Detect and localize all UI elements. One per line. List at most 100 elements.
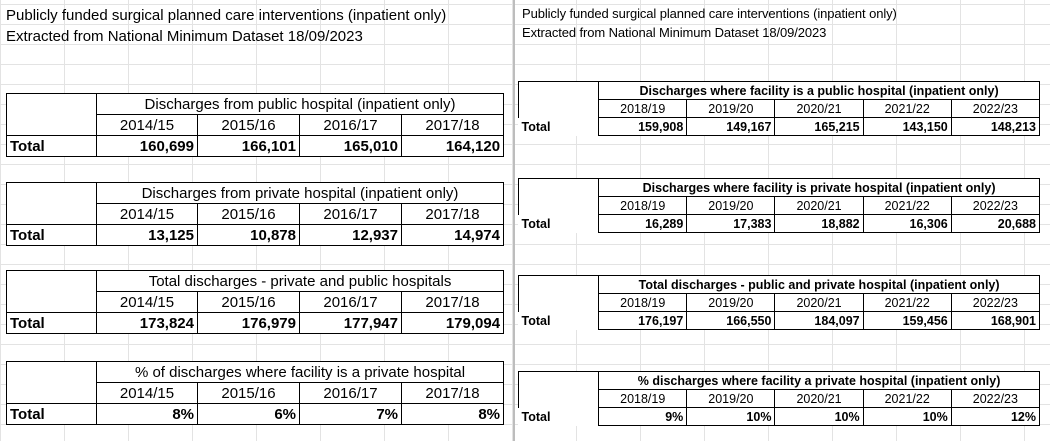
row-label-total: Total <box>6 312 97 334</box>
table-title: Discharges from public hospital (inpatie… <box>95 93 505 115</box>
year-header: 2015/16 <box>197 382 300 404</box>
year-header: 2017/18 <box>400 291 505 313</box>
value-cell: 18,882 <box>774 214 864 233</box>
value-cell: 159,456 <box>862 311 952 330</box>
year-header: 2014/15 <box>96 291 198 313</box>
year-header: 2018/19 <box>598 389 687 408</box>
table-title: Total discharges - public and private ho… <box>598 275 1040 294</box>
year-header: 2020/21 <box>774 196 864 215</box>
row-label-total: Total <box>521 409 551 424</box>
year-header: 2019/20 <box>686 99 775 118</box>
row-label-total: Total <box>521 216 551 231</box>
year-header: 2022/23 <box>950 293 1041 312</box>
value-cell: 176,197 <box>598 311 687 330</box>
value-cell: 160,699 <box>96 135 198 157</box>
row-label-total: Total <box>521 119 551 134</box>
value-cell: 8% <box>400 403 505 425</box>
year-header: 2016/17 <box>299 114 402 136</box>
value-cell: 9% <box>598 407 687 426</box>
corner-cell <box>6 361 97 383</box>
value-cell: 159,908 <box>598 117 687 136</box>
right-table-percent: % discharges where facility a private ho… <box>517 371 1041 426</box>
year-header: 2021/22 <box>862 389 952 408</box>
year-header: 2020/21 <box>774 293 864 312</box>
value-cell: 166,550 <box>686 311 775 330</box>
panel-divider <box>513 0 515 441</box>
year-header: 2018/19 <box>598 293 687 312</box>
value-cell: 10,878 <box>197 224 300 246</box>
year-header: 2020/21 <box>774 99 864 118</box>
value-cell: 16,306 <box>862 214 952 233</box>
corner-cell <box>6 382 97 404</box>
value-cell: 168,901 <box>950 311 1041 330</box>
corner-cell <box>517 196 599 215</box>
year-header: 2022/23 <box>950 99 1041 118</box>
year-header: 2021/22 <box>862 99 952 118</box>
value-cell: 12,937 <box>299 224 402 246</box>
row-label-total: Total <box>521 313 551 328</box>
left-header-title: Publicly funded surgical planned care in… <box>6 7 447 24</box>
corner-cell <box>6 203 97 225</box>
table-title: Total discharges - private and public ho… <box>95 270 505 292</box>
year-header: 2019/20 <box>686 389 775 408</box>
value-cell: 173,824 <box>96 312 198 334</box>
table-title: Discharges where facility is private hos… <box>598 178 1040 197</box>
corner-cell <box>517 99 599 118</box>
value-cell: 166,101 <box>197 135 300 157</box>
right-table-total: Total discharges - public and private ho… <box>517 275 1041 330</box>
value-cell: 143,150 <box>862 117 952 136</box>
year-header: 2016/17 <box>299 382 402 404</box>
right-table-public: Discharges where facility is a public ho… <box>517 81 1041 136</box>
table-title: % of discharges where facility is a priv… <box>95 361 505 383</box>
value-cell: 13,125 <box>96 224 198 246</box>
year-header: 2014/15 <box>96 203 198 225</box>
year-header: 2016/17 <box>299 291 402 313</box>
left-table-public: Discharges from public hospital (inpatie… <box>6 93 505 157</box>
value-cell: 14,974 <box>401 224 504 246</box>
year-header: 2014/15 <box>96 114 198 136</box>
left-table-total: Total discharges - private and public ho… <box>6 270 505 334</box>
value-cell: 148,213 <box>950 117 1041 136</box>
year-header: 2017/18 <box>401 203 504 225</box>
corner-cell <box>517 371 599 390</box>
table-title: Discharges from private hospital (inpati… <box>96 182 504 204</box>
corner-cell <box>517 81 599 100</box>
year-header: 2017/18 <box>400 114 505 136</box>
value-cell: 164,120 <box>400 135 505 157</box>
row-label-total: Total <box>6 135 97 157</box>
value-cell: 16,289 <box>598 214 687 233</box>
row-label-total: Total <box>6 224 97 246</box>
value-cell: 179,094 <box>400 312 505 334</box>
corner-cell <box>517 389 599 408</box>
value-cell: 12% <box>950 407 1041 426</box>
year-header: 2016/17 <box>299 203 402 225</box>
corner-cell <box>6 291 97 313</box>
year-header: 2019/20 <box>686 293 775 312</box>
corner-cell <box>517 275 599 294</box>
value-cell: 177,947 <box>299 312 402 334</box>
value-cell: 149,167 <box>686 117 775 136</box>
value-cell: 10% <box>862 407 952 426</box>
value-cell: 184,097 <box>774 311 864 330</box>
left-table-private: Discharges from private hospital (inpati… <box>6 182 504 246</box>
year-header: 2022/23 <box>950 196 1041 215</box>
right-header-subtitle: Extracted from National Minimum Dataset … <box>522 25 827 40</box>
value-cell: 7% <box>299 403 402 425</box>
table-title: % discharges where facility a private ho… <box>598 371 1040 390</box>
corner-cell <box>517 178 599 197</box>
row-label-total: Total <box>6 403 97 425</box>
value-cell: 20,688 <box>950 214 1041 233</box>
value-cell: 176,979 <box>197 312 300 334</box>
value-cell: 165,215 <box>774 117 864 136</box>
year-header: 2018/19 <box>598 99 687 118</box>
year-header: 2015/16 <box>197 203 300 225</box>
corner-cell <box>6 93 97 115</box>
left-panel: Publicly funded surgical planned care in… <box>0 0 512 441</box>
value-cell: 10% <box>774 407 864 426</box>
value-cell: 10% <box>686 407 775 426</box>
right-panel: Publicly funded surgical planned care in… <box>516 0 1050 441</box>
right-table-private: Discharges where facility is private hos… <box>517 178 1041 233</box>
year-header: 2018/19 <box>598 196 687 215</box>
year-header: 2021/22 <box>862 196 952 215</box>
year-header: 2021/22 <box>862 293 952 312</box>
